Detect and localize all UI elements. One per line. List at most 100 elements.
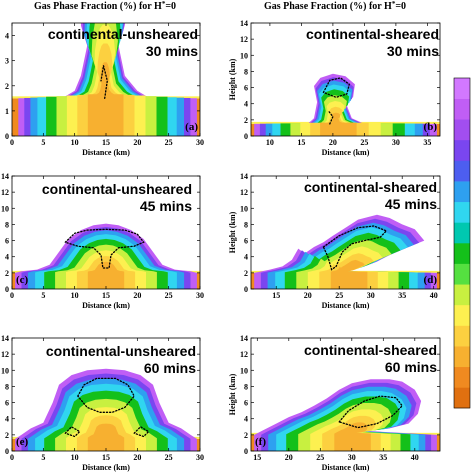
- dotted-contour: [322, 77, 351, 98]
- x-tick-label: 5: [41, 138, 45, 147]
- colorbar-swatch: [454, 263, 470, 285]
- y-tick-label: 10: [240, 204, 248, 213]
- panel-label: (a): [185, 121, 198, 133]
- x-tick-label: 5: [41, 291, 45, 300]
- panel-d: 15 20 25 30 35 40 0 2 4 6 8 10 12 14 Distance (km) Heig…: [228, 172, 441, 310]
- x-tick-label: 20: [133, 138, 141, 147]
- case-name: continental-unsheared: [42, 181, 192, 197]
- x-tick-label: 35: [398, 291, 406, 300]
- plot-frame: [250, 22, 441, 137]
- y-tick-label: 0: [244, 285, 248, 294]
- right-title-prefix: Gas Phase Fraction (%) for H: [264, 1, 392, 12]
- y-tick-label: 14: [240, 19, 248, 28]
- x-tick-label: 0: [10, 453, 14, 462]
- x-tick-label: 0: [10, 291, 14, 300]
- y-axis-label: Height (km): [228, 373, 237, 415]
- x-tick-label: 20: [285, 453, 293, 462]
- y-tick-label: 12: [1, 188, 9, 197]
- x-tick-label: 15: [102, 453, 110, 462]
- y-tick-label: 10: [240, 366, 248, 375]
- colorbar-swatch: [454, 119, 470, 141]
- x-tick-label: 35: [423, 138, 431, 147]
- colorbar-swatch: [454, 284, 470, 306]
- x-tick-label: 10: [71, 138, 79, 147]
- plot-frame: [250, 175, 441, 290]
- y-tick-label: 0: [5, 285, 9, 294]
- case-time: 45 mins: [140, 198, 192, 214]
- colorbar-swatch: [454, 304, 470, 326]
- case-name: continental-sheared: [306, 26, 439, 42]
- x-tick-label: 30: [196, 138, 204, 147]
- colorbar-swatch: [454, 139, 470, 161]
- x-tick-label: 30: [392, 138, 400, 147]
- colorbar-swatch: [454, 366, 470, 388]
- colorbar-swatch: [454, 98, 470, 120]
- colorbar-swatch: [454, 181, 470, 203]
- x-tick-label: 15: [297, 138, 305, 147]
- colorbar-swatch: [454, 201, 470, 223]
- x-axis-label: Distance (km): [82, 148, 130, 157]
- left-title-sup: *: [162, 0, 166, 8]
- y-tick-label: 3: [5, 57, 9, 66]
- contour-band-orange: [87, 62, 124, 136]
- contour-band-orange: [87, 423, 125, 451]
- panel-f: 15 20 25 30 35 40 0 2 4 6 8 10 12 14 Distance (km) Heig…: [228, 334, 441, 472]
- panel-b: 10 15 20 25 30 35 0 2 4 6 8 10 12 14 Distance (km) Heig…: [228, 19, 441, 157]
- dotted-contour: [322, 225, 388, 271]
- panel-a: 0 5 10 15 20 25 30 0 1 2 3 4 Distance (km) continenta…: [5, 22, 204, 157]
- x-tick-label: 25: [165, 138, 173, 147]
- y-tick-label: 12: [240, 35, 248, 44]
- x-tick-label: 15: [253, 453, 261, 462]
- left-title-suffix: =0: [165, 1, 176, 12]
- colorbar-swatch: [454, 78, 470, 99]
- contour-band-orange: [87, 261, 125, 289]
- y-tick-label: 2: [244, 431, 248, 440]
- y-tick-label: 6: [244, 237, 248, 246]
- y-tick-label: 14: [240, 172, 248, 181]
- y-tick-label: 12: [240, 350, 248, 359]
- plot-frame: [250, 337, 441, 452]
- y-tick-label: 10: [1, 366, 9, 375]
- x-tick-label: 25: [335, 291, 343, 300]
- y-tick-label: 2: [5, 431, 9, 440]
- right-title-suffix: =0: [395, 1, 406, 12]
- x-tick-label: 10: [266, 138, 274, 147]
- right-title-sup: *: [392, 0, 396, 8]
- y-tick-label: 4: [5, 415, 9, 424]
- y-tick-label: 4: [5, 253, 9, 262]
- x-tick-label: 30: [196, 291, 204, 300]
- colorbar-swatch: [454, 387, 470, 409]
- x-tick-label: 20: [329, 138, 337, 147]
- panel-label: (d): [424, 274, 438, 286]
- x-tick-label: 30: [196, 453, 204, 462]
- x-tick-label: 40: [411, 453, 419, 462]
- y-tick-label: 14: [1, 172, 9, 181]
- contour-band-orange: [330, 259, 368, 289]
- dotted-contour: [338, 395, 404, 429]
- left-column-title: Gas Phase Fraction (%) for H*=0: [34, 0, 176, 12]
- y-tick-label: 0: [5, 447, 9, 456]
- y-tick-label: 8: [244, 67, 248, 76]
- x-axis-label: Distance (km): [322, 463, 370, 472]
- y-tick-label: 2: [5, 82, 9, 91]
- panel-label: (b): [424, 121, 438, 133]
- y-tick-label: 14: [240, 334, 248, 343]
- dotted-contour: [64, 425, 81, 438]
- x-tick-label: 30: [348, 453, 356, 462]
- y-tick-label: 4: [244, 415, 248, 424]
- x-axis-label: Distance (km): [82, 301, 130, 310]
- x-tick-label: 25: [165, 453, 173, 462]
- y-tick-label: 12: [240, 188, 248, 197]
- colorbar-frame: [453, 77, 471, 409]
- panel-c: 0 5 10 15 20 25 30 0 2 4 6 8 10 12 14 Distance (km) cont…: [1, 172, 204, 310]
- left-title-prefix: Gas Phase Fraction (%) for H: [34, 1, 162, 12]
- case-time: 30 mins: [387, 43, 439, 59]
- y-tick-label: 8: [5, 220, 9, 229]
- dotted-contour: [328, 111, 334, 125]
- colorbar-swatch: [454, 325, 470, 347]
- x-axis-label: Distance (km): [322, 148, 370, 157]
- x-tick-label: 30: [367, 291, 375, 300]
- dotted-contour: [133, 425, 150, 438]
- y-tick-label: 4: [5, 32, 9, 41]
